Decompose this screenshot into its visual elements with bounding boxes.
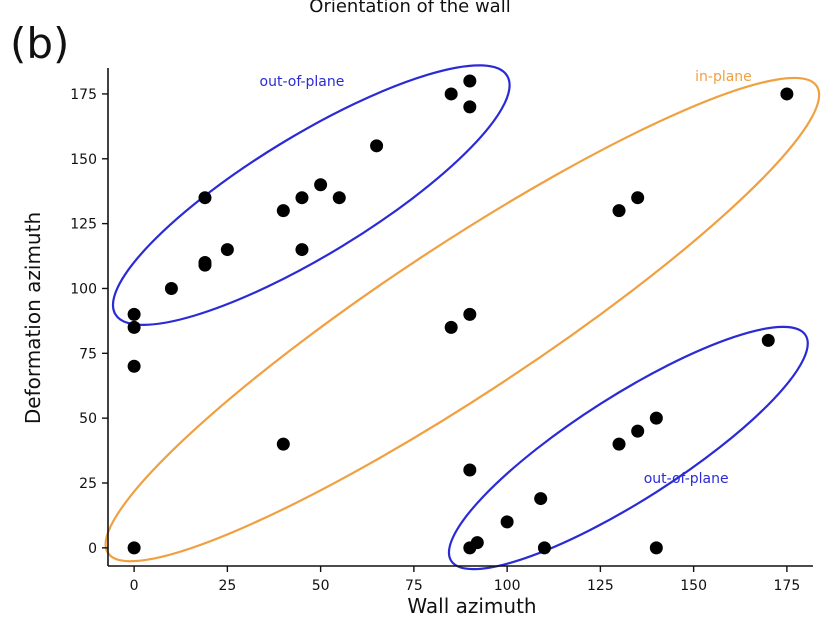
data-point (761, 333, 775, 347)
x-tick-label: 75 (405, 578, 423, 594)
data-point (444, 87, 458, 101)
annotation-in-plane: in-plane (695, 69, 752, 85)
data-point (314, 178, 328, 192)
data-point (470, 536, 484, 550)
data-point (127, 307, 141, 321)
x-tick-label: 150 (680, 578, 707, 594)
data-point (276, 204, 290, 218)
x-tick-label: 125 (587, 578, 614, 594)
y-tick-label: 25 (79, 476, 97, 492)
data-point (295, 191, 309, 205)
data-point (332, 191, 346, 205)
data-point (370, 139, 384, 153)
data-point (127, 320, 141, 334)
y-ticks: 0 25 50 75 100 125 150 175 (70, 87, 108, 557)
annotation-out-of-plane: out-of-plane (260, 74, 345, 90)
data-point (649, 411, 663, 425)
panel-label: (b) (10, 19, 69, 68)
data-point (276, 437, 290, 451)
data-point (612, 437, 626, 451)
figure-top-caption: Orientation of the wall (309, 0, 510, 17)
data-point (463, 74, 477, 88)
data-point (463, 100, 477, 114)
ellipse-out-of-plane (111, 64, 511, 326)
y-tick-label: 0 (88, 541, 97, 557)
data-point (198, 191, 212, 205)
x-tick-label: 25 (218, 578, 236, 594)
data-point (164, 281, 178, 295)
annotations: out-of-plane in-plane out-of-plane (260, 69, 752, 487)
axes (107, 68, 813, 567)
data-point (649, 541, 663, 555)
x-tick-label: 50 (312, 578, 330, 594)
y-tick-label: 75 (79, 346, 97, 362)
data-point (631, 191, 645, 205)
y-tick-label: 150 (70, 152, 97, 168)
data-point (444, 320, 458, 334)
y-tick-label: 175 (70, 87, 97, 103)
data-point (612, 204, 626, 218)
data-point (295, 243, 309, 257)
ellipse-out-of-plane (447, 325, 809, 571)
data-points (127, 74, 794, 555)
data-point (127, 359, 141, 373)
x-ticks: 0 25 50 75 100 125 150 175 (130, 566, 801, 594)
y-tick-label: 50 (79, 411, 97, 427)
data-point (127, 541, 141, 555)
grouping-ellipses (104, 64, 821, 571)
x-tick-label: 100 (494, 578, 521, 594)
data-point (534, 492, 548, 506)
data-point (463, 463, 477, 477)
y-axis-title: Deformation azimuth (21, 212, 45, 424)
data-point (198, 258, 212, 272)
data-point (463, 307, 477, 321)
y-tick-label: 100 (70, 281, 97, 297)
data-point (500, 515, 514, 529)
data-point (780, 87, 794, 101)
annotation-out-of-plane: out-of-plane (644, 471, 729, 487)
data-point (220, 243, 234, 257)
y-tick-label: 125 (70, 217, 97, 233)
x-tick-label: 175 (774, 578, 801, 594)
data-point (631, 424, 645, 438)
x-axis-title: Wall azimuth (407, 594, 536, 618)
x-tick-label: 0 (130, 578, 139, 594)
data-point (537, 541, 551, 555)
